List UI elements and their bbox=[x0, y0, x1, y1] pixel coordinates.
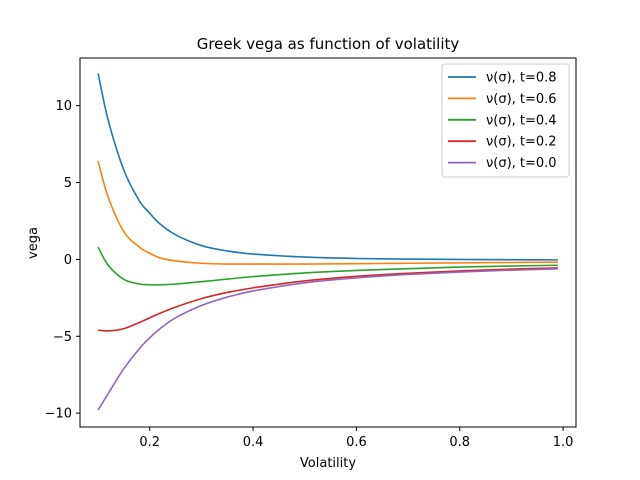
x-tick-label: 0.4 bbox=[243, 435, 264, 450]
x-axis: 0.2 0.4 0.6 0.8 1.0 bbox=[139, 427, 573, 450]
x-tick-label: 0.8 bbox=[449, 435, 470, 450]
y-tick-label: 0 bbox=[64, 253, 72, 268]
series-line-1 bbox=[97, 73, 558, 261]
legend-label-1: ν(σ), t=0.8 bbox=[486, 71, 557, 86]
y-tick-label: 10 bbox=[55, 99, 72, 114]
y-tick-label: 5 bbox=[64, 176, 72, 191]
plot-frame bbox=[79, 57, 577, 428]
legend-box bbox=[441, 63, 570, 178]
legend-label-2: ν(σ), t=0.6 bbox=[486, 92, 557, 107]
plot-lines bbox=[97, 73, 558, 411]
legend-label-3: ν(σ), t=0.4 bbox=[486, 113, 557, 128]
series-line-4 bbox=[98, 267, 558, 332]
legend-label-5: ν(σ), t=0.0 bbox=[486, 156, 557, 171]
y-tick-label: −10 bbox=[45, 407, 72, 422]
legend-label-4: ν(σ), t=0.2 bbox=[486, 135, 557, 150]
x-tick-label: 1.0 bbox=[553, 435, 574, 450]
y-tick-label: −5 bbox=[53, 330, 72, 345]
series-line-5 bbox=[97, 267, 558, 411]
chart-title: Greek vega as function of volatility bbox=[197, 35, 460, 53]
x-axis-label: Volatility bbox=[300, 456, 356, 471]
x-tick-label: 0.6 bbox=[346, 435, 367, 450]
series-line-2 bbox=[97, 160, 558, 265]
y-axis-label: vega bbox=[26, 227, 41, 259]
series-line-3 bbox=[97, 246, 558, 286]
y-axis: −10 −5 0 5 10 bbox=[45, 99, 80, 422]
legend: ν(σ), t=0.8 ν(σ), t=0.6 ν(σ), t=0.4 ν(σ), t… bbox=[441, 63, 570, 178]
x-tick-label: 0.2 bbox=[139, 435, 160, 450]
